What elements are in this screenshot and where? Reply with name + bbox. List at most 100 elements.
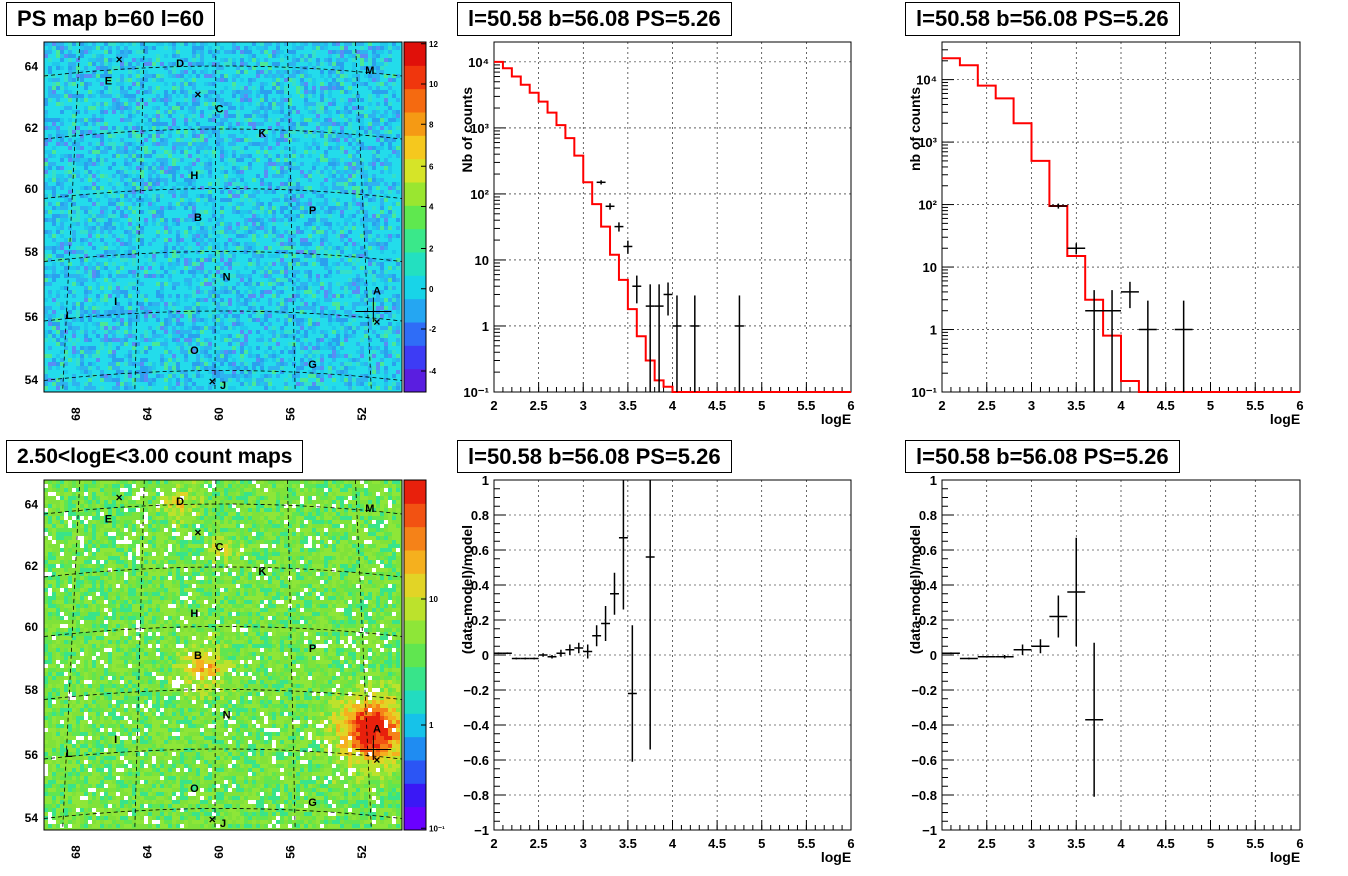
colorbar-swatch [404, 597, 426, 621]
colorbar-swatch [404, 322, 426, 346]
y-tick-label: 1 [930, 323, 937, 338]
heatmap-map_bottom [44, 480, 402, 830]
colorbar-tick-label: 10 [429, 595, 438, 604]
plot-res1 [494, 480, 851, 830]
y-axis-label: nb of counts [907, 87, 923, 171]
y-tick-label: 62 [25, 559, 39, 573]
source-label-G: G [308, 359, 317, 371]
y-tick-label: −0.6 [463, 753, 489, 768]
res1-title: l=50.58 b=56.08 PS=5.26 [457, 440, 732, 473]
source-marker: × [194, 88, 201, 102]
plot-spec2 [942, 42, 1300, 392]
colorbar-tick-label: 12 [429, 40, 438, 49]
colorbar-swatch [404, 643, 426, 667]
x-tick-label: 5 [1207, 836, 1214, 851]
y-tick-label: −0.8 [463, 788, 489, 803]
source-label-D: D [176, 58, 184, 70]
source-label-I: I [114, 734, 117, 746]
source-marker: × [373, 315, 380, 329]
colorbar-swatch [404, 480, 426, 504]
x-tick-label: 64 [140, 845, 154, 859]
spec1-title: l=50.58 b=56.08 PS=5.26 [457, 2, 732, 36]
colorbar-swatch [404, 690, 426, 714]
x-tick-label: 5.5 [1246, 836, 1264, 851]
x-tick-label: 2.5 [978, 836, 996, 851]
colorbar-swatch [404, 205, 426, 229]
source-label-O: O [190, 345, 199, 357]
x-tick-label: 52 [355, 407, 369, 421]
y-tick-label: 10⁻¹ [911, 385, 937, 400]
source-label-P: P [309, 205, 316, 217]
source-label-C: C [215, 542, 223, 554]
x-tick-label: 3 [580, 398, 587, 413]
y-tick-label: 58 [25, 683, 39, 697]
y-tick-label: 54 [25, 811, 39, 825]
x-axis-label: logE [1270, 411, 1300, 427]
source-label-P: P [309, 643, 316, 655]
y-tick-label: 1 [482, 473, 489, 488]
plot-res2 [942, 480, 1300, 830]
y-tick-label: 1 [482, 319, 489, 334]
x-tick-label: 68 [69, 407, 83, 421]
x-tick-label: 4 [669, 398, 677, 413]
source-marker: × [209, 375, 216, 389]
colorbar-tick-label: -2 [429, 325, 437, 334]
source-label-J: J [220, 818, 226, 830]
x-axis-label: logE [821, 411, 851, 427]
y-tick-label: −1 [922, 823, 937, 838]
colorbar-swatch [404, 369, 426, 393]
source-label-H: H [190, 170, 198, 182]
y-tick-label: 10 [475, 253, 489, 268]
source-label-B: B [194, 212, 202, 224]
colorbar-swatch [404, 620, 426, 644]
plot-spec1 [494, 42, 851, 392]
source-label-L: L [66, 310, 73, 322]
source-marker: × [194, 526, 201, 540]
x-tick-label: 5 [758, 836, 765, 851]
y-tick-label: −0.4 [463, 718, 489, 733]
x-tick-label: 2 [490, 398, 497, 413]
x-tick-label: 3 [1028, 836, 1035, 851]
x-tick-label: 64 [140, 407, 154, 421]
y-tick-label: 56 [25, 310, 39, 324]
colorbar-swatch [404, 737, 426, 761]
colorbar-swatch [404, 573, 426, 597]
colorbar-swatch [404, 42, 426, 66]
y-tick-label: 54 [25, 373, 39, 387]
colorbar-tick-label: 8 [429, 120, 434, 129]
source-label-C: C [215, 104, 223, 116]
y-tick-label: 10⁴ [468, 55, 489, 70]
y-tick-label: −0.2 [463, 683, 489, 698]
colorbar-tick-label: -4 [429, 367, 437, 376]
source-label-E: E [105, 514, 112, 526]
colorbar-tick-label: 4 [429, 203, 434, 212]
map-top-title: PS map b=60 l=60 [6, 2, 215, 36]
y-axis-label: (data-model)/model [907, 525, 923, 654]
y-tick-label: 0 [930, 648, 937, 663]
colorbar-swatch [404, 275, 426, 299]
x-tick-label: 4.5 [708, 836, 726, 851]
x-tick-label: 2.5 [530, 398, 548, 413]
x-tick-label: 5.5 [797, 836, 815, 851]
colorbar-swatch [404, 89, 426, 113]
res2-title: l=50.58 b=56.08 PS=5.26 [905, 440, 1180, 473]
x-tick-label: 4.5 [1157, 836, 1175, 851]
colorbar-swatch [404, 182, 426, 206]
source-label-O: O [190, 783, 199, 795]
colorbar-tick-label: 6 [429, 162, 434, 171]
y-tick-label: 60 [25, 620, 39, 634]
y-tick-label: 0 [482, 648, 489, 663]
x-tick-label: 4.5 [1157, 398, 1175, 413]
y-axis-label: (data-model)/model [459, 525, 475, 654]
colorbar-tick-label: 2 [429, 245, 434, 254]
y-tick-label: −0.2 [911, 683, 937, 698]
source-label-M: M [365, 503, 374, 515]
colorbar-swatch [404, 252, 426, 276]
x-tick-label: 3.5 [619, 398, 637, 413]
source-label-D: D [176, 496, 184, 508]
x-tick-label: 4.5 [708, 398, 726, 413]
x-tick-label: 3.5 [619, 836, 637, 851]
source-label-K: K [258, 566, 266, 578]
colorbar-swatch [404, 159, 426, 183]
colorbar-swatch [404, 527, 426, 551]
